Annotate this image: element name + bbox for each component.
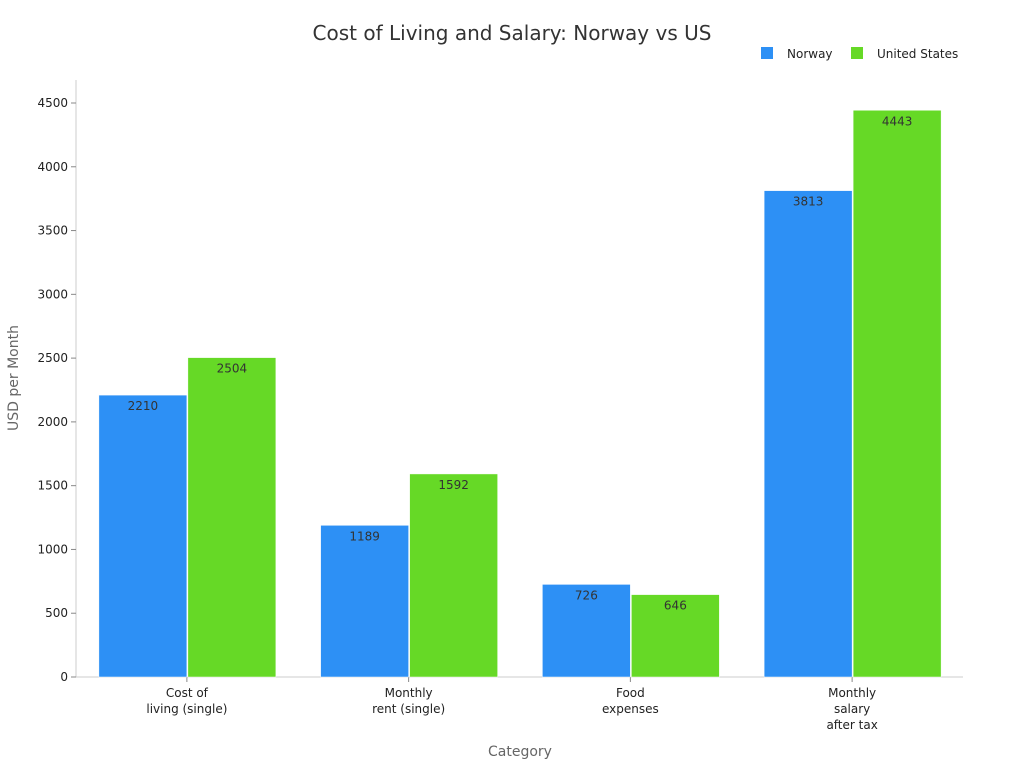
- data-label: 3813: [793, 195, 824, 209]
- legend-swatch: [851, 47, 863, 59]
- y-axis-label: USD per Month: [6, 325, 22, 431]
- data-label: 1189: [349, 529, 380, 543]
- bar-norway: [320, 525, 409, 678]
- y-tick-label: 4500: [37, 96, 68, 110]
- legend-label: United States: [877, 47, 958, 61]
- y-tick-label: 2500: [37, 351, 68, 365]
- bar-norway: [763, 190, 853, 678]
- bar-united-states: [631, 594, 720, 678]
- y-tick-label: 2000: [37, 415, 68, 429]
- y-tick-label: 3500: [37, 224, 68, 238]
- x-tick-label: Food expenses: [602, 686, 659, 716]
- data-label: 646: [664, 599, 687, 613]
- y-tick-label: 0: [60, 670, 68, 684]
- y-tick-label: 1000: [37, 542, 68, 556]
- y-tick-label: 3000: [37, 287, 68, 301]
- y-tick-label: 4000: [37, 160, 68, 174]
- bar-united-states: [187, 357, 277, 678]
- data-label: 2210: [128, 399, 159, 413]
- x-axis-label: Category: [488, 744, 552, 760]
- legend-swatch: [761, 47, 773, 59]
- data-label: 1592: [438, 478, 469, 492]
- x-tick-label: Cost of living (single): [146, 686, 227, 716]
- bar-norway: [542, 584, 631, 678]
- data-label: 726: [575, 588, 598, 602]
- x-tick-label: Monthly salary after tax: [826, 686, 877, 732]
- x-tick-label: Monthly rent (single): [372, 686, 445, 716]
- bar-norway: [98, 394, 188, 678]
- y-tick-label: 1500: [37, 479, 68, 493]
- data-label: 2504: [217, 362, 248, 376]
- bar-united-states: [409, 473, 498, 678]
- data-label: 4443: [882, 114, 913, 128]
- chart-title: Cost of Living and Salary: Norway vs US: [313, 21, 712, 45]
- bar-united-states: [852, 110, 942, 678]
- legend-label: Norway: [787, 47, 833, 61]
- y-tick-label: 500: [45, 606, 68, 620]
